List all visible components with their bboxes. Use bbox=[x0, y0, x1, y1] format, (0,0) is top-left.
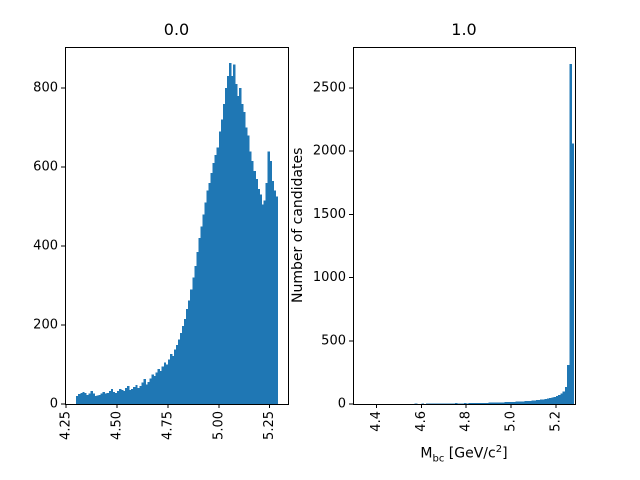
y-tick-label: 1500 bbox=[313, 207, 346, 222]
x-tick-label: 4.25 bbox=[59, 411, 74, 440]
subplot-1: 4.4 4.6 4.8 5.0 5.2 0 500 1000 1500 2000 2500 bbox=[313, 47, 576, 432]
y-tick-label: 200 bbox=[33, 318, 58, 333]
y-axis-label: Number of candidates bbox=[290, 147, 306, 304]
x-tick-label: 5.25 bbox=[262, 411, 277, 440]
xlabel-close: ] bbox=[502, 445, 508, 462]
x-tick-label: 4.6 bbox=[414, 411, 429, 432]
y-tick-label: 2000 bbox=[313, 144, 346, 159]
x-tick-label: 4.50 bbox=[109, 411, 124, 440]
right-plot-title: 1.0 bbox=[451, 20, 477, 39]
subplot-0: 4.25 4.50 4.75 5.00 5.25 0 200 400 600 800 bbox=[33, 47, 289, 440]
xlabel-mid: [GeV/c bbox=[444, 445, 496, 462]
y-tick-label: 600 bbox=[33, 160, 58, 175]
x-tick-label: 4.4 bbox=[369, 411, 384, 432]
histogram-bars-0 bbox=[76, 63, 279, 405]
y-tick-label: 500 bbox=[321, 333, 346, 348]
xlabel-superscript: 2 bbox=[495, 444, 503, 455]
y-tick-label: 0 bbox=[338, 397, 346, 412]
y-tick-label: 2500 bbox=[313, 80, 346, 95]
axes-spines-0 bbox=[65, 47, 289, 405]
y-tick-label: 1000 bbox=[313, 270, 346, 285]
y-tick-label: 0 bbox=[50, 397, 58, 412]
y-tick-label: 400 bbox=[33, 239, 58, 254]
y-tick-label: 800 bbox=[33, 81, 58, 96]
x-tick-label: 5.00 bbox=[211, 411, 226, 440]
x-tick-label: 5.0 bbox=[504, 411, 519, 432]
xlabel-subscript: bc bbox=[432, 453, 445, 465]
x-tick-label: 5.2 bbox=[548, 411, 563, 432]
histogram-bars-1 bbox=[398, 63, 575, 405]
x-tick-label: 4.75 bbox=[160, 411, 175, 440]
axes-spines-1 bbox=[353, 47, 576, 405]
x-tick-label: 4.8 bbox=[459, 411, 474, 432]
xlabel-main: M bbox=[420, 445, 433, 462]
x-axis-label: Mbc [GeV/c2] bbox=[353, 444, 575, 466]
left-plot-title: 0.0 bbox=[163, 20, 190, 39]
